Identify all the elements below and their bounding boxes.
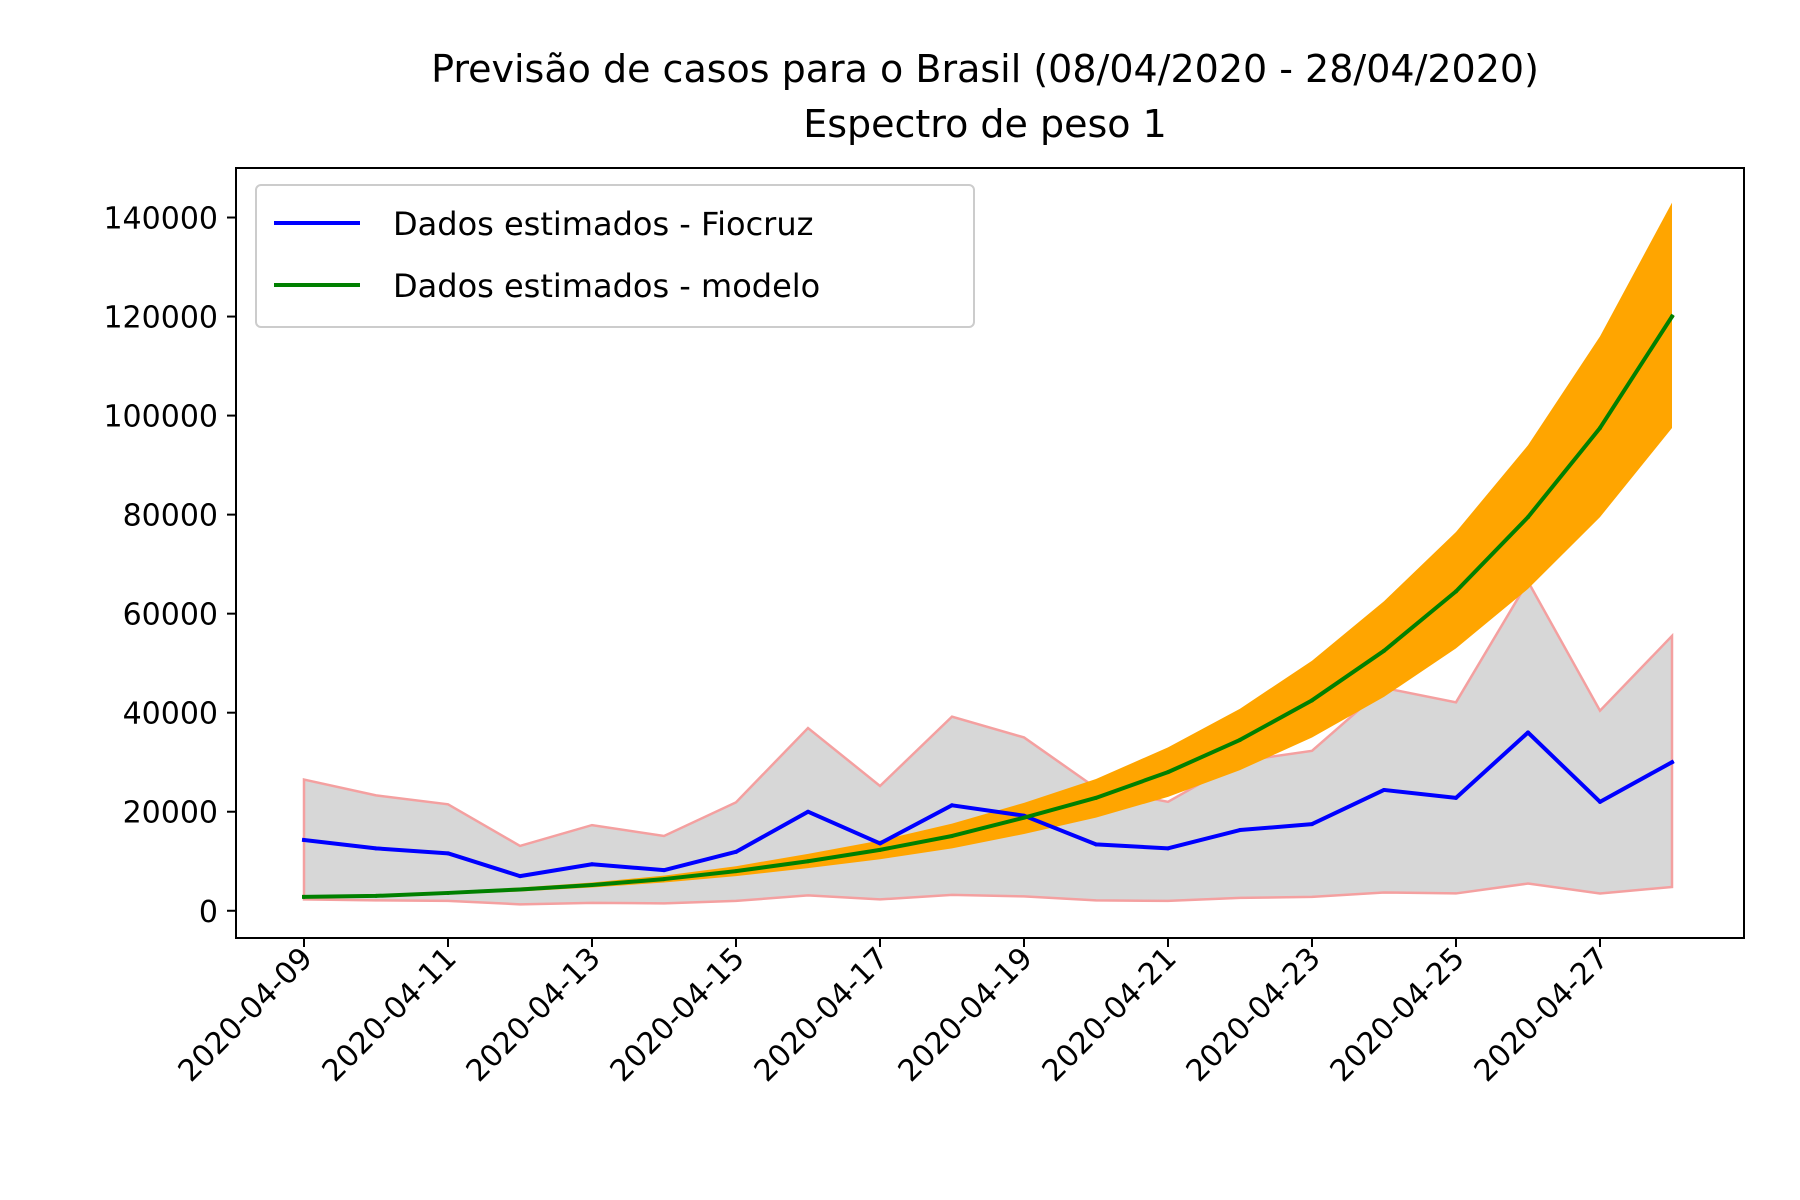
series-2-point-8 xyxy=(806,859,810,864)
series-2-point-17 xyxy=(1454,589,1458,594)
y-tick-label-1: 0 xyxy=(199,895,218,930)
series-2-point-15 xyxy=(1310,698,1314,703)
legend-box xyxy=(255,184,975,328)
series-1-point-16 xyxy=(1382,787,1386,792)
series-1-point-12 xyxy=(1094,842,1098,847)
series-2-point-11 xyxy=(1022,815,1026,820)
y-tick-label-6: 100000 xyxy=(103,400,218,435)
series-2-point-3 xyxy=(446,890,450,895)
plot-area xyxy=(301,202,1675,906)
uncertainty-band-2 xyxy=(304,202,1672,898)
series-2-point-4 xyxy=(518,887,522,892)
plot-frame xyxy=(235,167,1745,939)
series-2-point-2 xyxy=(374,893,378,898)
legend-label-2: Dados estimados - modelo xyxy=(393,267,820,305)
series-2-point-20 xyxy=(1670,314,1674,319)
plot-content xyxy=(301,202,1675,906)
series-1-point-7 xyxy=(734,849,738,854)
series-2-point-16 xyxy=(1382,648,1386,653)
series-1-point-15 xyxy=(1310,822,1314,827)
y-tick-label-5: 80000 xyxy=(123,499,218,534)
series-1-point-14 xyxy=(1238,828,1242,833)
y-tick-label-8: 140000 xyxy=(103,202,218,237)
series-2-point-7 xyxy=(734,869,738,874)
series-2-point-9 xyxy=(878,847,882,852)
series-1-point-6 xyxy=(662,868,666,873)
series-1-point-9 xyxy=(878,841,882,846)
series-2-point-10 xyxy=(950,833,954,838)
series-1-point-19 xyxy=(1598,799,1602,804)
series-2-point-19 xyxy=(1598,425,1602,430)
series-1-point-3 xyxy=(446,851,450,856)
series-2-point-5 xyxy=(590,883,594,888)
series-1-point-18 xyxy=(1526,730,1530,735)
series-1-point-4 xyxy=(518,874,522,879)
series-1-point-20 xyxy=(1670,760,1674,765)
series-2-point-1 xyxy=(302,894,306,899)
series-line-1 xyxy=(301,730,1675,879)
series-1-point-2 xyxy=(374,846,378,851)
series-2-point-14 xyxy=(1238,737,1242,742)
series-2-point-18 xyxy=(1526,515,1530,520)
legend: Dados estimados - Fiocruz Dados estimados… xyxy=(255,184,975,328)
series-2-point-13 xyxy=(1166,770,1170,775)
series-1-point-8 xyxy=(806,809,810,814)
uncertainty-band-1 xyxy=(302,578,1674,906)
chart-subtitle: Espectro de peso 1 xyxy=(803,102,1167,146)
series-2-point-6 xyxy=(662,877,666,882)
series-1-point-1 xyxy=(302,837,306,842)
y-tick-label-3: 40000 xyxy=(123,697,218,732)
series-1-point-10 xyxy=(950,803,954,808)
y-tick-label-2: 20000 xyxy=(123,796,218,831)
chart-title: Previsão de casos para o Brasil (08/04/2… xyxy=(431,47,1539,91)
legend-label-1: Dados estimados - Fiocruz xyxy=(393,205,813,243)
series-line-2 xyxy=(301,313,1675,899)
series-1-point-17 xyxy=(1454,795,1458,800)
y-tick-label-4: 60000 xyxy=(123,598,218,633)
y-tick-label-7: 120000 xyxy=(103,301,218,336)
series-1-point-5 xyxy=(590,862,594,867)
series-1-point-13 xyxy=(1166,846,1170,851)
series-2-point-12 xyxy=(1094,795,1098,800)
